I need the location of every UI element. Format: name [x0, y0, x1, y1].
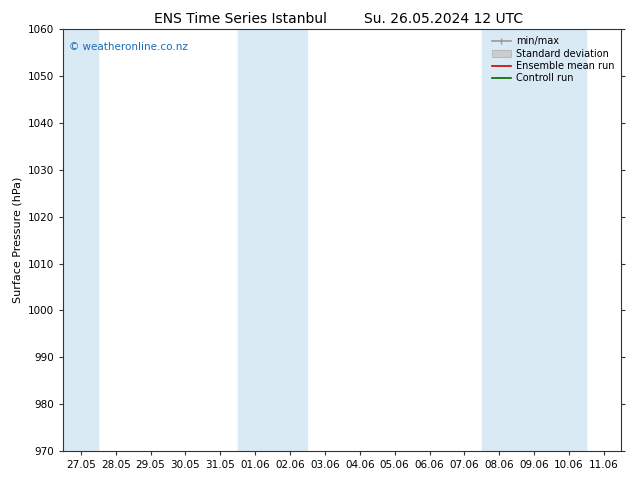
Bar: [482, 29, 586, 451]
Legend: min/max, Standard deviation, Ensemble mean run, Controll run: min/max, Standard deviation, Ensemble me…: [489, 34, 616, 85]
Text: © weatheronline.co.nz: © weatheronline.co.nz: [69, 42, 188, 52]
Bar: [63, 29, 98, 451]
Text: Su. 26.05.2024 12 UTC: Su. 26.05.2024 12 UTC: [365, 12, 523, 26]
Bar: [238, 29, 307, 451]
Y-axis label: Surface Pressure (hPa): Surface Pressure (hPa): [13, 177, 23, 303]
Text: ENS Time Series Istanbul: ENS Time Series Istanbul: [155, 12, 327, 26]
